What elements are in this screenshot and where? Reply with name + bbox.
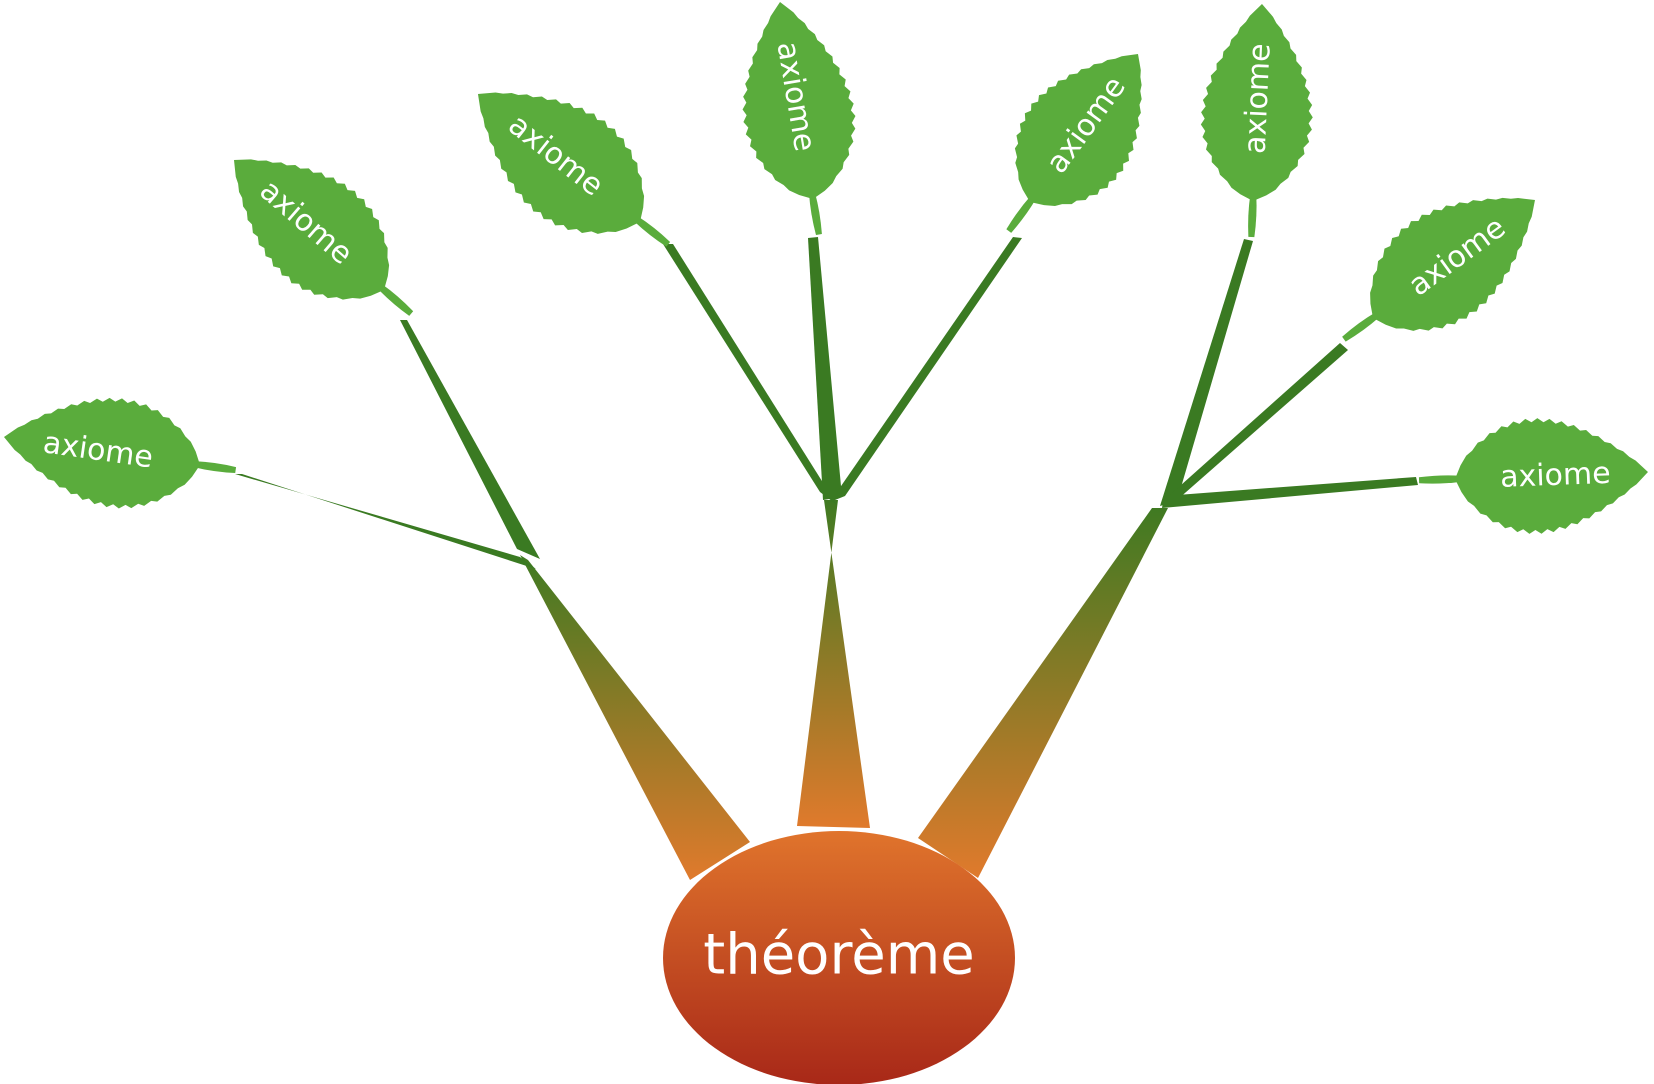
leaves: axiome axiome axiome axiome axiome axiome axio… [3, 2, 1648, 534]
twig [830, 237, 1022, 502]
leaf-node: axiome [1006, 54, 1142, 233]
twig [1160, 239, 1253, 506]
main-branch-right [918, 508, 1168, 878]
leaf-node: axiome [1342, 197, 1535, 342]
leaf-shape [233, 159, 390, 300]
leaf-label: axiome [1499, 456, 1611, 495]
leaf-shape [1014, 54, 1142, 206]
twig [400, 320, 540, 559]
main-branches [520, 500, 1168, 880]
leaf-stem [1006, 195, 1036, 233]
leaf-node: axiome [3, 397, 237, 509]
leaf-shape [1370, 197, 1535, 331]
root-node: théorème [663, 831, 1015, 1084]
leaf-node: axiome [1200, 4, 1313, 238]
leaf-shape [3, 397, 200, 509]
twig [1162, 477, 1418, 508]
leaf-node: axiome [742, 2, 856, 236]
leaf-stem [1418, 475, 1462, 484]
twigs [235, 237, 1418, 569]
leaf-node: axiome [1418, 418, 1648, 534]
leaf-label: axiome [1238, 43, 1278, 155]
twig [808, 237, 842, 500]
twig [1162, 343, 1348, 502]
leaf-stem [1342, 312, 1380, 342]
leaf-stem [377, 283, 414, 316]
leaf-node: axiome [477, 92, 671, 247]
main-branch-center [797, 500, 870, 828]
leaf-shape [1455, 418, 1648, 534]
main-branch-left [520, 555, 750, 880]
leaf-shape [1200, 4, 1313, 201]
leaf-stem [1248, 194, 1257, 238]
leaf-shape [742, 2, 856, 199]
twig [663, 244, 837, 505]
leaf-stem [809, 192, 822, 236]
leaf-stem [193, 461, 237, 474]
root-label: théorème [703, 923, 974, 988]
leaf-stem [633, 215, 671, 247]
root-ellipse [663, 831, 1015, 1084]
leaf-node: axiome [233, 159, 414, 316]
leaf-shape [477, 92, 645, 234]
